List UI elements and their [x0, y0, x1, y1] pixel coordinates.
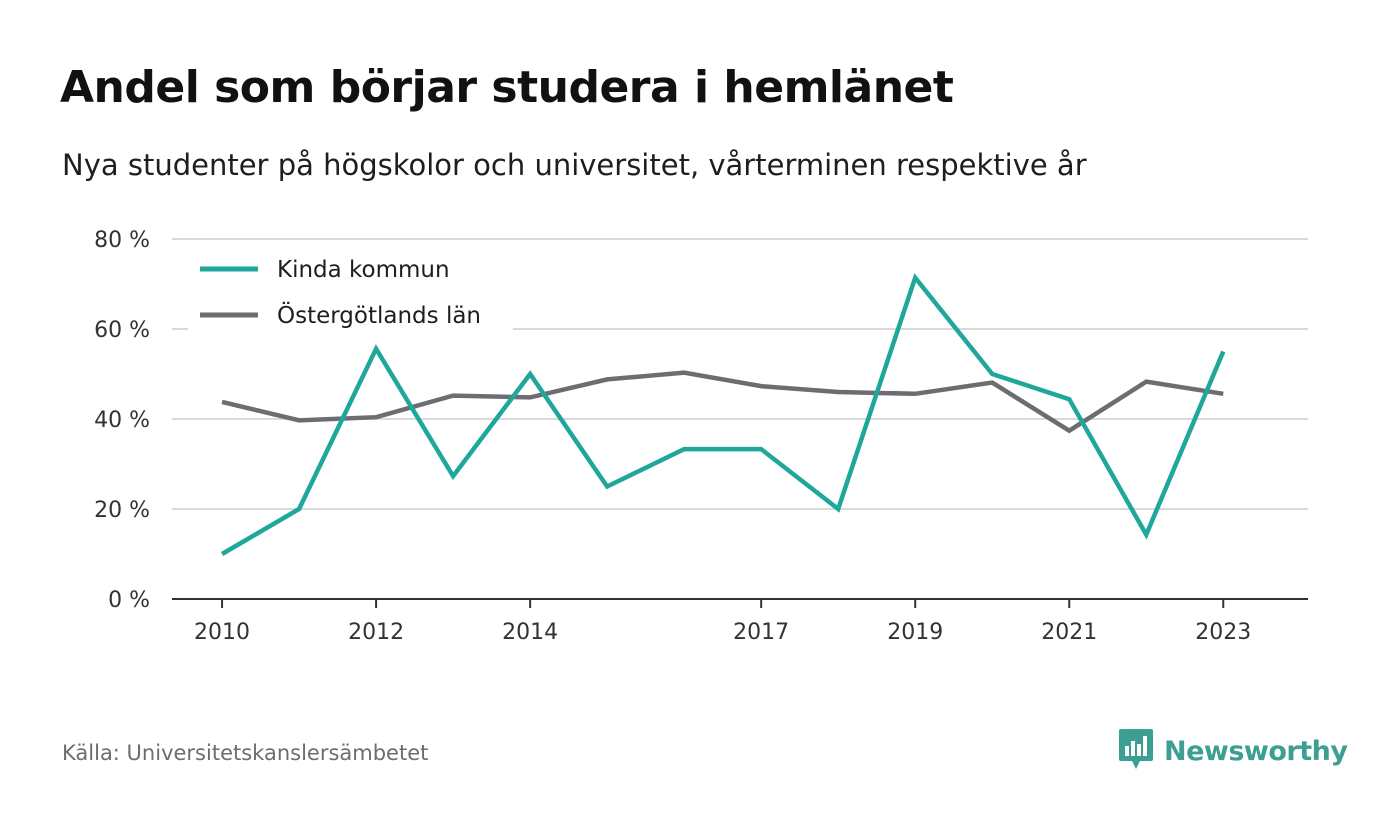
x-tick-label: 2023	[1195, 620, 1251, 645]
source-note: Källa: Universitetskanslersämbetet	[62, 741, 429, 765]
y-tick-label: 0 %	[108, 588, 150, 613]
x-tick-label: 2021	[1041, 620, 1097, 645]
x-axis: 2010 2012 2014 2017 2019 2021 2023	[172, 598, 1308, 645]
legend-label: Östergötlands län	[277, 301, 481, 329]
series-line	[220, 273, 1226, 556]
y-tick-label: 80 %	[94, 228, 150, 253]
newsworthy-logo-icon	[1118, 727, 1154, 775]
y-tick-label: 20 %	[94, 498, 150, 523]
x-tick-label: 2012	[348, 620, 404, 645]
legend: Kinda kommun Östergötlands län	[188, 247, 513, 335]
y-axis-ticks: 0 % 20 % 40 % 60 % 80 %	[94, 228, 150, 613]
x-tick-label: 2017	[733, 620, 789, 645]
chart-title: Andel som börjar studera i hemlänet	[60, 62, 954, 113]
y-tick-label: 40 %	[94, 408, 150, 433]
series-line	[221, 370, 1224, 434]
series-lines	[220, 273, 1226, 556]
x-tick-label: 2014	[502, 620, 558, 645]
legend-background	[188, 247, 513, 335]
brand-name: Newsworthy	[1164, 735, 1348, 767]
brand-logo[interactable]: Newsworthy	[1118, 727, 1348, 775]
y-tick-label: 60 %	[94, 318, 150, 343]
legend-label: Kinda kommun	[277, 257, 450, 283]
line-chart: 0 % 20 % 40 % 60 % 80 % 2010 2012 2014 2017 2019…	[94, 228, 1308, 645]
gridlines	[172, 238, 1308, 510]
chart-subtitle: Nya studenter på högskolor och universit…	[62, 148, 1087, 182]
x-tick-label: 2010	[194, 620, 250, 645]
x-tick-label: 2019	[887, 620, 943, 645]
